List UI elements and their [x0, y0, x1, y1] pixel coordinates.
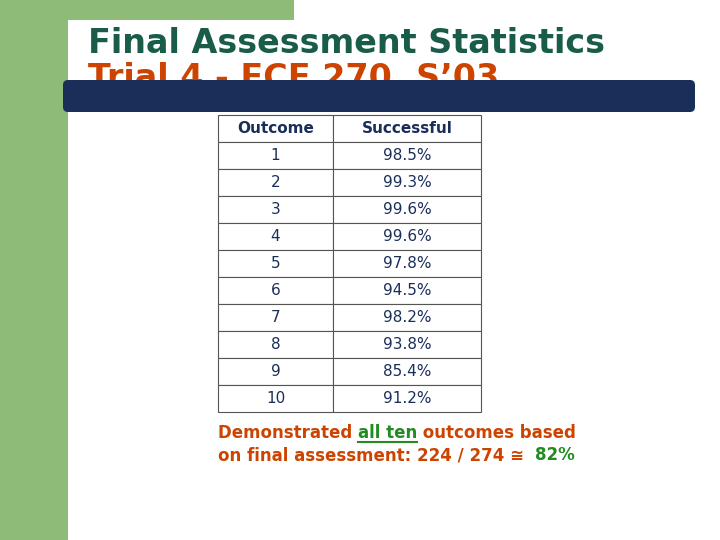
Bar: [333, 250, 481, 277]
Text: outcomes based: outcomes based: [418, 424, 576, 442]
Text: 5: 5: [271, 256, 280, 271]
Bar: [333, 358, 481, 385]
Text: Successful: Successful: [361, 121, 452, 136]
Bar: [333, 277, 481, 304]
Text: 99.6%: 99.6%: [382, 202, 431, 217]
Text: 2: 2: [271, 175, 280, 190]
Text: 6: 6: [271, 283, 280, 298]
Bar: [333, 223, 481, 250]
Text: all ten: all ten: [358, 424, 418, 442]
Bar: [333, 196, 481, 223]
Text: 98.5%: 98.5%: [383, 148, 431, 163]
Bar: [0, 0, 68, 540]
Text: Final Assessment Statistics: Final Assessment Statistics: [88, 27, 605, 60]
Text: 97.8%: 97.8%: [383, 256, 431, 271]
Bar: [333, 385, 481, 412]
Bar: [218, 358, 333, 385]
Bar: [218, 331, 333, 358]
Text: 82%: 82%: [536, 446, 575, 464]
Bar: [333, 142, 481, 169]
Bar: [218, 250, 333, 277]
Bar: [218, 142, 333, 169]
Text: 4: 4: [271, 229, 280, 244]
Text: 10: 10: [266, 391, 285, 406]
Bar: [218, 277, 333, 304]
Text: 98.2%: 98.2%: [383, 310, 431, 325]
Text: Trial 4 - ECE 270, S’03: Trial 4 - ECE 270, S’03: [88, 62, 499, 95]
Text: Demonstrated: Demonstrated: [218, 424, 358, 442]
Bar: [218, 385, 333, 412]
Text: 99.3%: 99.3%: [382, 175, 431, 190]
Bar: [218, 196, 333, 223]
Bar: [218, 169, 333, 196]
FancyBboxPatch shape: [63, 80, 695, 112]
Bar: [333, 331, 481, 358]
Text: 8: 8: [271, 337, 280, 352]
Text: 9: 9: [271, 364, 280, 379]
Bar: [218, 223, 333, 250]
Text: 99.6%: 99.6%: [382, 229, 431, 244]
Bar: [333, 304, 481, 331]
Text: 85.4%: 85.4%: [383, 364, 431, 379]
Bar: [218, 115, 333, 142]
Bar: [333, 115, 481, 142]
Text: Outcome: Outcome: [237, 121, 314, 136]
Bar: [333, 169, 481, 196]
Text: 93.8%: 93.8%: [383, 337, 431, 352]
Text: 91.2%: 91.2%: [383, 391, 431, 406]
Text: on final assessment: 224 / 274 ≅: on final assessment: 224 / 274 ≅: [218, 446, 536, 464]
Text: 3: 3: [271, 202, 280, 217]
Text: 1: 1: [271, 148, 280, 163]
Bar: [218, 304, 333, 331]
Text: 7: 7: [271, 310, 280, 325]
Bar: [68, 20, 710, 520]
Text: 94.5%: 94.5%: [383, 283, 431, 298]
FancyBboxPatch shape: [52, 0, 294, 118]
